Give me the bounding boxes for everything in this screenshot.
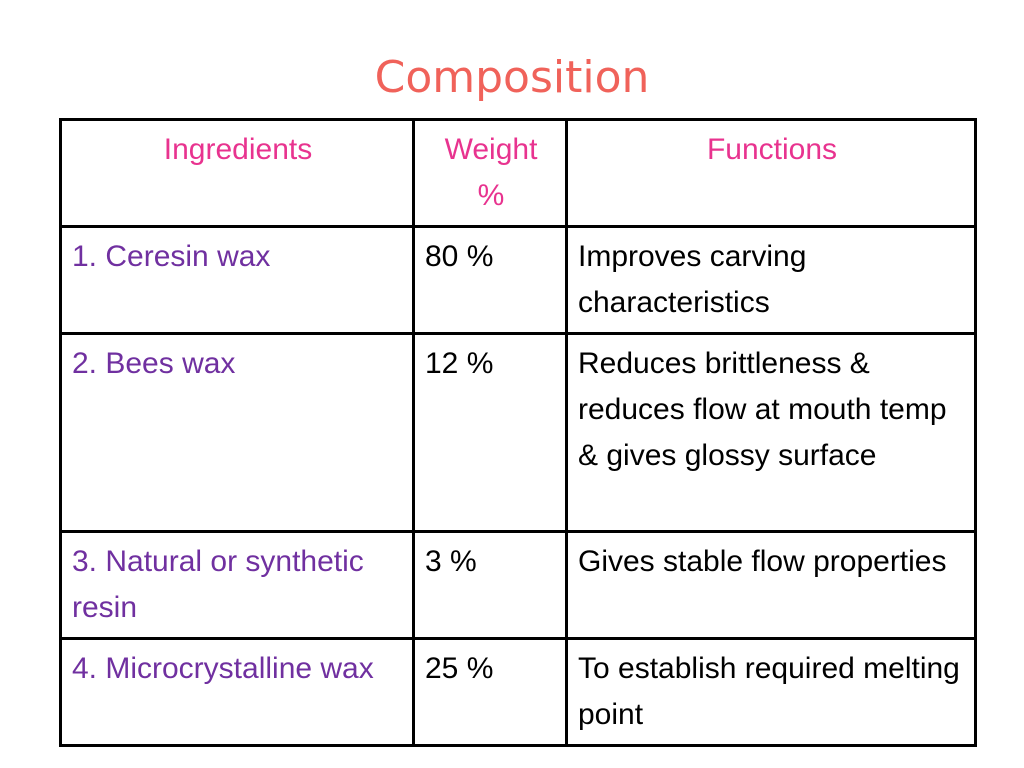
- weight-cell: 25 %: [412, 637, 568, 747]
- weight-cell: 80 %: [412, 225, 568, 335]
- weight-cell: 12 %: [412, 332, 568, 533]
- ingredient-cell: 4. Microcrystalline wax: [59, 637, 415, 747]
- ingredient-cell: 2. Bees wax: [59, 332, 415, 533]
- header-cell: Weight %: [412, 118, 568, 228]
- header-text: Weight %: [444, 133, 538, 212]
- weight-cell: 3 %: [412, 530, 568, 640]
- function-cell: Improves carving characteristics: [565, 225, 977, 335]
- composition-table: Ingredients Weight % Functions 1. Ceresi…: [59, 118, 977, 747]
- function-cell: To establish required melting point: [565, 637, 977, 747]
- function-cell: Reduces brittleness & reduces flow at mo…: [565, 332, 977, 533]
- header-row: Ingredients Weight % Functions: [59, 118, 977, 228]
- function-cell: Gives stable flow properties: [565, 530, 977, 640]
- table-row: 2. Bees wax 12 % Reduces brittleness & r…: [59, 332, 977, 533]
- table-row: 1. Ceresin wax 80 % Improves carving cha…: [59, 225, 977, 335]
- slide-title: Composition: [374, 52, 650, 103]
- ingredient-cell: 1. Ceresin wax: [59, 225, 415, 335]
- header-cell: Functions: [565, 118, 977, 228]
- table-row: 3. Natural or synthetic resin 3 % Gives …: [59, 530, 977, 640]
- ingredient-cell: 3. Natural or synthetic resin: [59, 530, 415, 640]
- table-row: 4. Microcrystalline wax 25 % To establis…: [59, 637, 977, 747]
- header-cell: Ingredients: [59, 118, 415, 228]
